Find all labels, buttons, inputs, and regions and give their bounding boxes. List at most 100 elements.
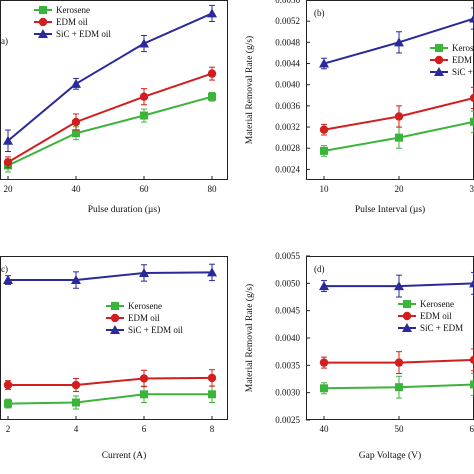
series-d-1 (319, 348, 474, 375)
y-tick-label-b: 0.0044 (275, 59, 300, 69)
y-tick-label-d: 0.0035 (275, 360, 300, 370)
data-point-a-1 (139, 92, 149, 101)
y-tick-label-b: 0.0036 (275, 101, 300, 111)
legend-b: Kerosene EDM oil SiC + EDM o (430, 43, 474, 77)
data-point-c-0 (208, 390, 216, 399)
data-point-c-2 (207, 267, 217, 277)
x-tick-label-a: 40 (72, 184, 82, 194)
legend-label-d: EDM oil (420, 311, 452, 321)
x-tick-label-c: 6 (142, 424, 147, 434)
legend-marker-d (402, 311, 412, 321)
y-tick-label-b: 0.0052 (275, 16, 300, 26)
legend-label-c: EDM oil (128, 313, 160, 323)
panel-c: 2 4 6 8 Current (A) c) Kerosene EDM oil SiC + ED… (0, 256, 228, 461)
legend-label-a: Kerosene (56, 5, 90, 15)
data-point-d-1 (319, 358, 329, 367)
data-point-a-2 (3, 135, 13, 145)
data-point-d-1 (394, 358, 404, 367)
x-tick-label-c: 4 (74, 424, 79, 434)
y-tick-label-b: 0.0028 (275, 143, 300, 153)
data-point-c-1 (139, 374, 149, 383)
data-point-a-0 (208, 92, 216, 101)
series-d-2 (319, 271, 474, 298)
data-point-a-0 (140, 111, 148, 120)
legend-marker-b (434, 55, 444, 65)
data-point-b-1 (469, 93, 474, 103)
panel-a: 20 40 60 80 Pulse duration (µs) a) Kerosene EDM… (0, 0, 228, 215)
series-line-c-2 (8, 271, 213, 282)
data-point-c-1 (71, 380, 81, 390)
data-point-b-0 (320, 146, 328, 155)
legend-marker-d (403, 300, 411, 308)
panel-letter-d: (d) (314, 264, 325, 274)
legend-marker-c (110, 325, 120, 334)
plot-frame-d (306, 256, 474, 420)
legend-label-c: SiC + EDM oil (128, 325, 183, 335)
data-point-a-2 (71, 78, 81, 88)
series-line-c-1 (8, 376, 213, 387)
series-c-2 (3, 263, 217, 289)
data-point-c-1 (207, 373, 217, 383)
panel-letter-c: c) (1, 264, 8, 274)
data-point-a-1 (71, 117, 81, 127)
legend-label-b: Kerosene (452, 43, 474, 53)
series-line-a-2 (7, 12, 213, 142)
data-point-d-2 (469, 278, 474, 288)
y-tick-label-b: 0.0024 (275, 164, 300, 174)
legend-marker-a (38, 17, 48, 27)
legend-marker-c (110, 313, 120, 323)
legend-c: Kerosene EDM oil SiC + EDM oil (106, 301, 183, 335)
y-tick-label-d: 0.0050 (275, 278, 300, 288)
y-tick-label-b: 0.0056 (275, 0, 300, 5)
plot-frame-c (0, 256, 228, 420)
data-point-a-2 (207, 8, 217, 18)
legend-label-a: SiC + EDM oil (56, 29, 111, 39)
x-tick-label-c: 8 (210, 424, 215, 434)
x-tick-label-a: 60 (140, 184, 150, 194)
data-point-c-0 (140, 390, 148, 399)
x-tick-label-d: 60 (470, 424, 474, 434)
legend-marker-a (38, 29, 48, 38)
x-tick-label-b: 10 (320, 184, 330, 194)
series-d-0 (320, 373, 474, 399)
x-axis-label-b: Pulse Interval (µs) (355, 204, 425, 215)
x-tick-label-c: 2 (6, 424, 11, 434)
y-axis-label-b: Material Removal Rate (g/s) (244, 36, 255, 144)
data-point-b-2 (319, 58, 329, 68)
legend-marker-d (402, 323, 412, 332)
y-axis-label-d: Material Removal Rate (g/s) (244, 284, 255, 392)
legend-label-d: Kerosene (420, 299, 454, 309)
data-point-d-0 (320, 384, 328, 393)
x-tick-label-d: 50 (395, 424, 405, 434)
data-point-d-0 (470, 380, 474, 389)
data-point-d-2 (319, 281, 329, 291)
legend-marker-c (111, 302, 119, 310)
panel-b: 10 20 30 0.0024 0.0028 0.0032 0.0036 0.0040 0.00… (244, 0, 474, 215)
y-tick-label-b: 0.0048 (275, 37, 300, 47)
legend-marker-b (435, 44, 443, 52)
data-point-b-1 (394, 112, 404, 121)
legend-a: Kerosene EDM oil SiC + EDM oil (34, 5, 111, 39)
series-a-0 (4, 91, 216, 173)
series-line-a-0 (7, 95, 213, 167)
y-tick-label-d: 0.0045 (275, 306, 300, 316)
x-tick-label-a: 80 (208, 184, 218, 194)
legend-label-b: SiC + EDM o (452, 67, 474, 77)
panel-d: 40 50 60 0.0025 0.0030 0.0035 0.0040 0.0045 0.00… (244, 251, 474, 461)
data-point-a-2 (139, 38, 149, 48)
legend-label-c: Kerosene (128, 301, 162, 311)
series-a-1 (3, 66, 217, 169)
series-c-1 (3, 369, 217, 393)
data-point-c-2 (3, 275, 13, 285)
y-tick-label-d: 0.0055 (275, 251, 300, 261)
legend-marker-a (39, 6, 47, 14)
data-point-d-0 (395, 383, 403, 392)
series-a-2 (3, 4, 217, 153)
y-tick-label-b: 0.0040 (275, 80, 300, 90)
y-tick-label-b: 0.0032 (275, 122, 300, 132)
data-point-c-0 (72, 398, 80, 407)
series-c-0 (4, 385, 216, 410)
y-tick-label-d: 0.0025 (275, 415, 300, 425)
series-b-0 (320, 110, 474, 157)
